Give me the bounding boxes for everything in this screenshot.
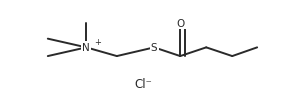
Text: N: N: [82, 43, 90, 53]
Text: S: S: [151, 43, 157, 53]
Text: +: +: [94, 38, 100, 47]
Text: O: O: [176, 19, 184, 29]
Text: Cl⁻: Cl⁻: [134, 78, 152, 91]
